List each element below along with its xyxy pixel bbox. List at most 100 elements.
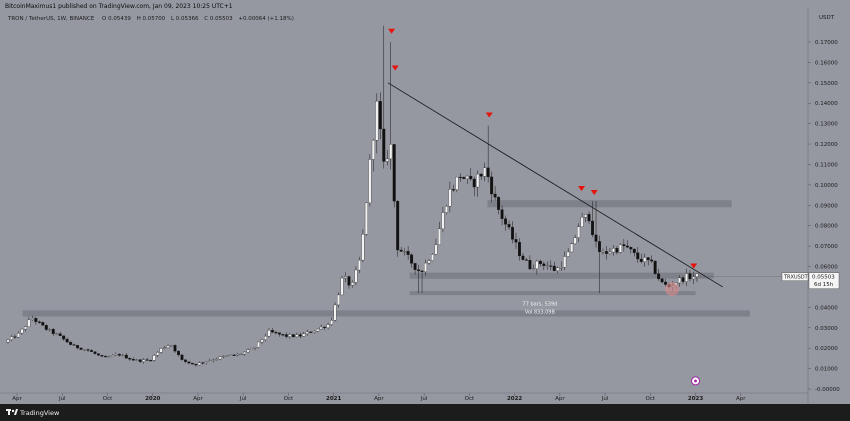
price-axis[interactable]: 0.17000 0.16000 0.15000 0.14000 0.13000 0.120… [808, 40, 840, 393]
candle-down [103, 356, 107, 358]
candle-down [625, 245, 629, 248]
candle-down [76, 345, 80, 349]
candle-up [253, 347, 257, 349]
candle-down [410, 254, 414, 264]
candle-down [145, 359, 149, 361]
price-axis-currency: USDT [819, 15, 835, 21]
candle-down [291, 334, 295, 338]
candle-up [434, 244, 438, 255]
price-tick-label: 0.12000 [815, 142, 838, 148]
candle-up [403, 251, 407, 253]
candle-up [559, 267, 563, 269]
legend-h-value: 0.05700 [142, 16, 165, 22]
candle-down [194, 363, 198, 366]
legend-l-value: 0.05366 [176, 16, 199, 22]
candle-up [23, 326, 27, 330]
candle-down [281, 334, 285, 336]
candle-up [163, 347, 167, 349]
tradingview-logo-icon[interactable] [6, 409, 18, 415]
candle-down [591, 220, 594, 236]
time-tick-label: Jul [239, 396, 247, 402]
candle-down [270, 330, 274, 333]
time-axis[interactable]: Apr Jul Oct 2020 Apr Jul Oct 2021 Apr Jul Oct 2022 A… [12, 393, 746, 402]
candle-up [197, 362, 201, 366]
candle-up [114, 354, 118, 356]
price-tick-label: 0.03000 [815, 326, 838, 332]
candle-up [427, 260, 431, 264]
candle-down [62, 335, 66, 340]
price-tick-label: 0.16000 [815, 60, 838, 66]
candle-up [570, 243, 574, 253]
candle-up [424, 262, 427, 272]
candle-up [344, 276, 347, 279]
candle-up [305, 331, 309, 334]
current-price-badge[interactable]: TRXUSDT 0.05503 6d 15h [781, 272, 840, 289]
candle-up [27, 319, 31, 327]
time-tick-label: Jul [601, 396, 609, 402]
candle-up [159, 348, 163, 353]
candle-down [124, 354, 128, 359]
legend-l-label: L [171, 16, 175, 22]
candle-down [90, 350, 93, 352]
sell-marker-icon [578, 185, 586, 191]
candle-down [458, 176, 462, 179]
price-tick-label: 0.09000 [815, 203, 838, 209]
candle-down [514, 239, 518, 243]
legend-line[interactable]: TRON / TetherUS, 1W, BINANCE O 0.05439 H… [7, 16, 294, 22]
candle-down [201, 362, 205, 364]
candle-up [156, 352, 160, 356]
candle-up [48, 329, 52, 331]
candle-up [312, 331, 316, 333]
candle-down [51, 329, 55, 334]
candle-up [455, 176, 459, 190]
legend-c-label: C [204, 16, 208, 22]
candle-down [396, 201, 400, 251]
candle-down [451, 189, 455, 191]
candle-up [260, 339, 264, 343]
candle-up [354, 269, 358, 283]
candle-up [566, 251, 570, 257]
price-tick-label: 0.17000 [815, 40, 838, 46]
candle-up [361, 234, 365, 261]
candle-up [152, 355, 156, 361]
candle-down [420, 270, 424, 272]
price-tick-label: 0.08000 [815, 224, 838, 230]
candle-down [323, 326, 327, 328]
candle-down [504, 218, 508, 225]
candle-down [232, 354, 236, 356]
candle-down [406, 251, 410, 255]
candle-up [685, 273, 688, 282]
footer-brand[interactable]: TradingView [19, 409, 60, 417]
price-tick-label: 0.04000 [815, 305, 838, 311]
candles-layer [6, 25, 699, 367]
price-tick-label: 0.15000 [815, 81, 838, 87]
zones-layer [22, 200, 750, 317]
candle-down [58, 333, 62, 336]
candle-up [6, 339, 10, 343]
candle-down [13, 336, 17, 338]
candle-up [351, 282, 354, 286]
highlight-circle [665, 281, 680, 296]
candle-up [563, 256, 567, 268]
candle-down [622, 244, 626, 247]
candle-up [135, 359, 139, 361]
candle-up [110, 355, 114, 357]
candle-down [184, 359, 187, 362]
candle-down [688, 273, 692, 280]
candle-down [462, 177, 466, 179]
candle-down [660, 278, 664, 283]
candle-up [531, 268, 535, 270]
candle-down [657, 273, 661, 280]
candle-up [236, 353, 240, 356]
overlay-layer [387, 28, 808, 386]
candle-down [378, 101, 382, 130]
price-tick-label: 0.07000 [815, 244, 838, 250]
candle-down [594, 234, 598, 242]
candle-down [469, 175, 473, 180]
price-tick-label: 0.10000 [815, 183, 838, 189]
price-tick-label: 0.01000 [815, 367, 838, 373]
candle-down [636, 252, 640, 260]
candle-down [490, 176, 494, 195]
candle-down [309, 331, 313, 333]
